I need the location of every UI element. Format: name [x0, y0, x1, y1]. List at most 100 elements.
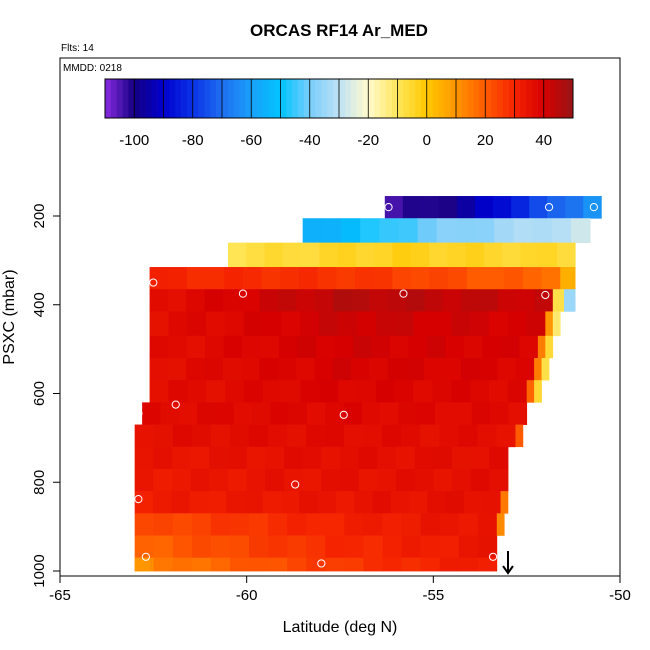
heatmap-cell — [379, 218, 399, 244]
colorbar-tick-label: 20 — [477, 132, 494, 149]
heatmap-cell — [389, 335, 409, 359]
colorbar-segment — [163, 79, 170, 118]
heatmap-cell — [396, 468, 416, 492]
heatmap-cell — [262, 380, 282, 403]
heatmap-cell — [570, 218, 591, 244]
heatmap-cell — [187, 311, 207, 337]
heatmap-cell — [420, 513, 441, 536]
heatmap-cell — [433, 446, 453, 470]
heatmap-cell — [306, 513, 326, 536]
heatmap-cell — [453, 402, 473, 425]
colorbar-segment — [426, 79, 433, 118]
colorbar-segment — [198, 79, 205, 118]
heatmap-cell — [296, 358, 315, 381]
heatmap-cell — [377, 468, 397, 492]
colorbar: -100 -80 -60 -40 -20 0 20 40 — [104, 78, 574, 149]
colorbar-segment — [110, 79, 117, 118]
heatmap-cell — [261, 267, 281, 290]
y-tick-label: 200 — [31, 203, 48, 228]
heatmap-cell — [392, 242, 412, 268]
heatmap-cell — [583, 196, 602, 219]
heatmap-cell — [515, 358, 535, 381]
heatmap-cell — [172, 557, 193, 572]
heatmap-cell — [463, 335, 483, 359]
heatmap-cell — [332, 358, 352, 381]
heatmap-cell — [302, 218, 323, 244]
heatmap-cell — [409, 491, 428, 514]
colorbar-segment — [227, 79, 234, 118]
heatmap-cell — [222, 289, 242, 312]
heatmap-cell — [325, 402, 344, 425]
colorbar-segment — [479, 79, 486, 118]
heatmap-cell — [134, 446, 154, 470]
colorbar-segment — [122, 79, 129, 118]
heatmap-cell — [267, 424, 288, 448]
heatmap-cell — [451, 311, 471, 337]
heatmap-cell — [439, 513, 460, 536]
mmdd-label: MMDD: 0218 — [63, 63, 122, 74]
colorbar-tick-label: -20 — [357, 132, 379, 149]
heatmap-cell — [429, 267, 449, 290]
heatmap-cell — [325, 424, 345, 448]
heatmap-cell — [153, 535, 174, 559]
heatmap-cell — [172, 446, 192, 470]
colorbar-segment — [526, 79, 533, 118]
observation-marker — [384, 203, 393, 212]
heatmap-cell — [252, 402, 271, 425]
heatmap-cell — [520, 242, 540, 268]
heatmap-cell — [268, 535, 288, 559]
colorbar-segment — [432, 79, 439, 118]
heatmap-cell — [394, 311, 414, 337]
colorbar-segment — [362, 79, 369, 118]
heatmap-cell — [149, 358, 169, 381]
heatmap-cell — [387, 289, 407, 312]
heatmap-cell — [246, 468, 266, 492]
heatmap-cell — [358, 468, 378, 492]
heatmap-cell — [352, 335, 372, 359]
x-tick-label: -65 — [49, 587, 71, 604]
colorbar-segment — [321, 79, 328, 118]
heatmap-cell — [463, 491, 483, 514]
heatmap-cell — [424, 358, 443, 381]
colorbar-segment — [245, 79, 252, 118]
heatmap-cell — [248, 424, 269, 448]
heatmap-cell — [306, 535, 326, 559]
colorbar-segment — [403, 79, 410, 118]
heatmap-cell — [268, 513, 288, 536]
heatmap-cell — [209, 446, 229, 470]
heatmap-cell — [336, 267, 356, 290]
colorbar-segment — [415, 79, 422, 118]
colorbar-segment — [473, 79, 480, 118]
heatmap-cell — [338, 380, 358, 403]
colorbar-segment — [409, 79, 416, 118]
colorbar-segment — [268, 79, 275, 118]
heatmap-cell — [172, 513, 193, 536]
heatmap-cell — [405, 358, 425, 381]
heatmap-cell — [190, 446, 210, 470]
y-axis-label: PSXC (mbar) — [1, 269, 18, 364]
heatmap-cell — [306, 557, 326, 572]
heatmap-cell — [565, 196, 584, 219]
heatmap-cell — [429, 242, 448, 268]
heatmap-cell — [382, 513, 402, 536]
heatmap-cell — [451, 380, 471, 403]
heatmap-cell — [375, 380, 396, 403]
plot-frame — [59, 57, 621, 577]
observation-marker — [134, 409, 143, 418]
heatmap-cell — [483, 242, 503, 268]
colorbar-segment — [456, 79, 463, 118]
heatmap-cell — [321, 218, 342, 244]
colorbar-segment — [286, 79, 293, 118]
observation-marker — [544, 203, 554, 212]
colorbar-segment — [210, 79, 217, 118]
heatmap-cell — [439, 557, 460, 572]
heatmap-cell — [398, 402, 418, 425]
heatmap-cell — [134, 491, 154, 514]
heatmap-cell — [301, 242, 320, 268]
heatmap-cell — [259, 358, 279, 381]
colorbar-segment — [549, 79, 556, 118]
heatmap-cell — [319, 242, 339, 268]
heatmap-cell — [489, 446, 509, 470]
heatmap-edge-cell — [552, 311, 561, 337]
heatmap-cell — [343, 402, 363, 425]
